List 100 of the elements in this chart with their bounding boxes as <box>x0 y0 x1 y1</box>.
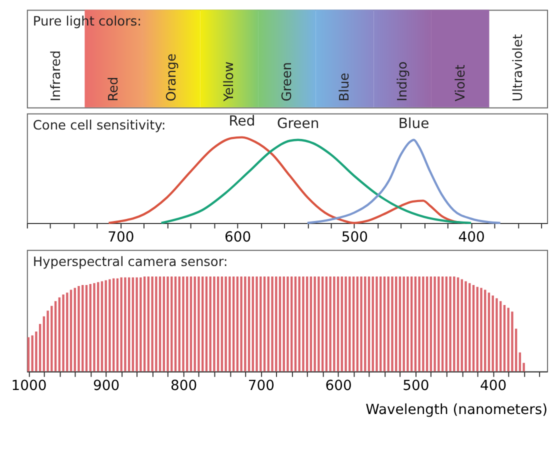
bar <box>198 276 200 372</box>
bar <box>275 276 278 372</box>
bar <box>306 276 308 372</box>
bar <box>468 283 471 372</box>
bar <box>380 276 382 372</box>
bar <box>232 276 235 372</box>
bar <box>70 290 72 372</box>
bar <box>499 301 502 372</box>
bar <box>260 276 262 372</box>
bar <box>456 277 460 372</box>
bar <box>62 294 64 372</box>
bar <box>360 276 362 372</box>
bar <box>240 276 242 372</box>
category-label: Yellow <box>222 61 238 102</box>
bar <box>484 290 486 372</box>
bar <box>352 276 355 372</box>
bar <box>224 276 227 372</box>
bar <box>294 276 297 372</box>
bar <box>480 288 482 372</box>
bar <box>426 276 428 372</box>
bar <box>488 292 490 372</box>
bar <box>178 276 180 372</box>
bar <box>449 276 452 372</box>
bar <box>278 276 282 372</box>
bar <box>398 276 402 372</box>
bar <box>368 276 370 372</box>
x-tick-label: 500 <box>402 378 430 394</box>
bar <box>128 277 130 372</box>
bar <box>356 276 358 372</box>
x-tick-label: 400 <box>480 378 507 394</box>
bar <box>318 276 320 372</box>
bar <box>406 276 409 372</box>
bar <box>27 337 30 372</box>
bar <box>302 276 304 372</box>
x-tick-label: 800 <box>170 378 198 394</box>
category-label: Blue <box>338 72 353 102</box>
bar <box>410 276 413 372</box>
bar <box>82 285 84 372</box>
bar <box>213 276 216 372</box>
bar <box>147 276 150 372</box>
category-label: Ultraviolet <box>511 34 526 102</box>
bar <box>166 276 169 372</box>
chart-title: Cone cell sensitivity: <box>32 118 166 134</box>
bar <box>453 276 456 372</box>
bar <box>438 276 440 372</box>
bar <box>93 283 96 372</box>
category-label: Orange <box>164 54 180 102</box>
bar <box>205 276 208 372</box>
x-tick-label: 600 <box>325 378 352 394</box>
bar <box>325 276 328 372</box>
bar <box>85 285 88 372</box>
bar <box>336 276 340 372</box>
bar <box>340 276 344 372</box>
bar <box>364 276 366 372</box>
bar <box>143 276 146 372</box>
bar <box>472 285 475 372</box>
bar <box>228 276 231 372</box>
bar <box>97 282 100 372</box>
series-label: Red <box>228 113 256 130</box>
x-tick-label: 900 <box>93 378 120 394</box>
bar <box>158 276 162 372</box>
bar <box>496 298 498 372</box>
bar <box>216 276 220 372</box>
bar <box>414 276 417 372</box>
chart-title: Hyperspectral camera sensor: <box>32 254 228 270</box>
bar <box>116 278 119 372</box>
bar <box>310 276 312 372</box>
bar <box>112 278 115 372</box>
category-label: Green <box>280 62 295 102</box>
bar <box>140 277 142 372</box>
bar <box>372 276 374 372</box>
x-tick-label: 700 <box>248 378 274 394</box>
bar <box>492 295 494 372</box>
bar <box>74 288 76 372</box>
bar <box>402 276 405 372</box>
bar <box>503 304 506 372</box>
bar <box>155 276 158 372</box>
bar <box>290 276 293 372</box>
bar <box>395 276 398 372</box>
bar <box>104 280 107 372</box>
bar <box>89 284 92 372</box>
x-tick-label: 500 <box>341 229 368 246</box>
bar <box>445 276 448 372</box>
bar <box>170 276 173 372</box>
bar <box>252 276 254 372</box>
bar <box>271 276 274 372</box>
bar <box>441 276 444 372</box>
bar <box>383 276 386 372</box>
bar <box>209 276 212 372</box>
bar <box>78 286 80 372</box>
bar <box>434 276 436 372</box>
bar <box>151 276 154 372</box>
category-label: Indigo <box>396 61 411 102</box>
x-axis-title: Wavelength (nanometers) <box>366 402 548 418</box>
bar <box>162 276 165 372</box>
bar <box>194 276 196 372</box>
bar <box>507 308 510 372</box>
bar <box>348 276 351 372</box>
bar <box>202 276 204 372</box>
bar <box>248 276 250 372</box>
